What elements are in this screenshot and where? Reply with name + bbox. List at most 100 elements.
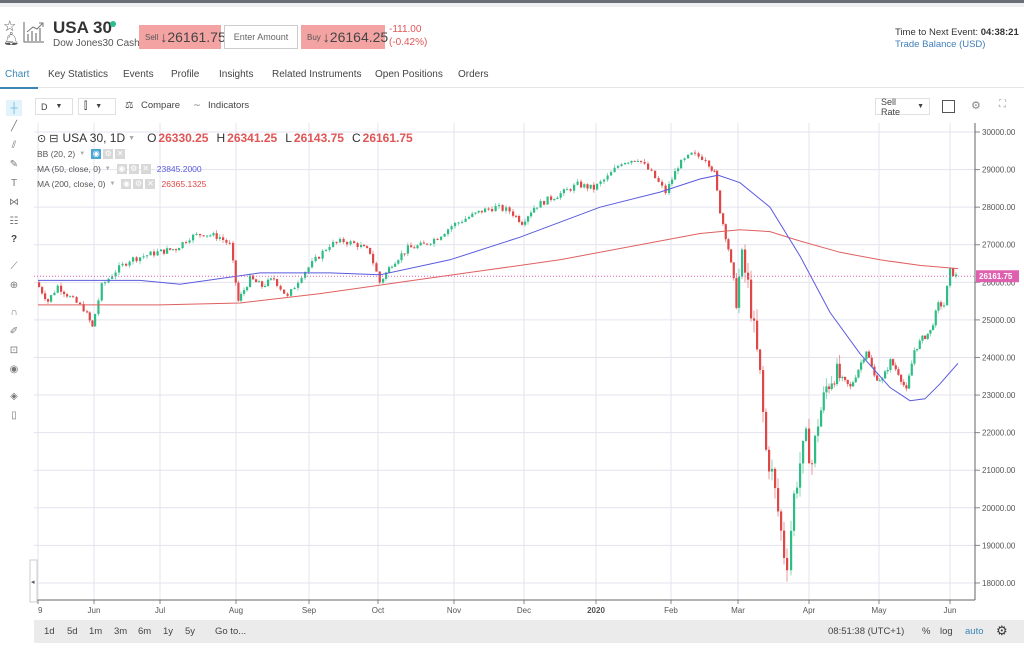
gear-icon[interactable]: ⚙ — [971, 100, 981, 112]
tab-events[interactable]: Events — [123, 69, 154, 80]
gear-icon[interactable]: ⚙ — [133, 178, 144, 189]
range-1m[interactable]: 1m — [89, 626, 103, 637]
screenshot-icon[interactable] — [942, 100, 955, 113]
gear-icon[interactable]: ⚙ — [996, 623, 1008, 638]
auto-scale-toggle[interactable]: auto — [965, 626, 984, 637]
text-icon[interactable]: T — [10, 177, 18, 189]
legend-main: ⊙ ⊟ USA 30, 1D ▼ O 26330.25 H 26341.25 L 26… — [37, 130, 421, 146]
svg-text:Aug: Aug — [229, 606, 243, 615]
svg-text:Mar: Mar — [731, 606, 745, 615]
tab-chart[interactable]: Chart — [5, 69, 30, 80]
next-event-link[interactable]: Trade Balance (USD) — [895, 39, 986, 50]
zoom-in-icon[interactable]: ⊕ — [9, 279, 19, 291]
fib-lines-icon[interactable]: ⫽ — [11, 139, 17, 151]
svg-text:19000.00: 19000.00 — [982, 541, 1016, 550]
chevron-down-icon: ▼ — [104, 165, 111, 172]
next-event-time: 04:38:21 — [980, 27, 1019, 38]
ruler-icon[interactable]: ⟋ — [10, 260, 18, 272]
tab-orders[interactable]: Orders — [458, 69, 489, 80]
change-percent: (-0.42%) — [389, 37, 428, 48]
range-5d[interactable]: 5d — [67, 626, 78, 637]
active-tab-underline — [0, 87, 38, 89]
svg-text:21000.00: 21000.00 — [982, 466, 1016, 475]
svg-text:Dec: Dec — [517, 606, 531, 615]
svg-text:Sep: Sep — [302, 606, 317, 615]
magnet-icon[interactable]: ∩ — [10, 306, 18, 318]
pattern-icon[interactable]: ⋈ — [9, 196, 19, 208]
chart-type-select[interactable]: ⫿ ▼ — [78, 98, 116, 115]
svg-text:29000.00: 29000.00 — [982, 166, 1016, 175]
lock-drawings-icon[interactable]: ✐ — [9, 325, 19, 337]
symbol-name: USA 30 — [53, 18, 112, 37]
svg-text:Jul: Jul — [155, 606, 165, 615]
fullscreen-icon[interactable]: ⛶ — [999, 99, 1006, 110]
bell-icon[interactable]: 🔔︎ — [3, 31, 20, 46]
amount-input[interactable]: Enter Amount — [224, 25, 298, 49]
compare-icon[interactable]: ⚖︎ — [125, 100, 134, 111]
tab-open-positions[interactable]: Open Positions — [375, 69, 443, 80]
percent-scale-toggle[interactable]: % — [922, 626, 931, 637]
star-icon[interactable]: ☆ — [3, 18, 17, 35]
svg-text:Jun: Jun — [944, 606, 957, 615]
ma200-label[interactable]: MA (200, close, 0) — [37, 178, 106, 189]
eye-icon[interactable]: ◉ — [9, 363, 19, 375]
svg-text:20000.00: 20000.00 — [982, 504, 1016, 513]
ma50-label[interactable]: MA (50, close, 0) — [37, 163, 101, 174]
chart-trend-icon[interactable] — [23, 20, 45, 44]
eye-icon[interactable]: ◉ — [91, 148, 102, 159]
svg-text:30000.00: 30000.00 — [982, 128, 1016, 137]
close-value: 26161.75 — [362, 131, 413, 145]
trend-line-icon[interactable]: ╱ — [10, 120, 18, 132]
tab-related-instruments[interactable]: Related Instruments — [272, 69, 362, 80]
low-label: L — [285, 131, 292, 145]
low-value: 26143.75 — [293, 131, 344, 145]
brush-icon[interactable]: ✎ — [9, 158, 19, 170]
collapse-icon[interactable]: ⊙ — [37, 132, 47, 145]
tab-profile[interactable]: Profile — [171, 69, 200, 80]
svg-text:Nov: Nov — [447, 606, 461, 615]
series-toggle-icon[interactable]: ⊟ — [49, 132, 59, 145]
layers-icon[interactable]: ◈ — [10, 390, 18, 402]
symbol-description: Dow Jones30 Cash — [53, 38, 140, 49]
legend-ma200: MA (200, close, 0) ▼ ◉ ⚙ ✕ 26365.1325 — [37, 176, 421, 191]
indicators-icon[interactable]: ∼ — [193, 100, 201, 111]
indicators-button[interactable]: Indicators — [208, 100, 250, 111]
interval-select[interactable]: D ▼ — [35, 98, 73, 115]
svg-text:22000.00: 22000.00 — [982, 429, 1016, 438]
range-3m[interactable]: 3m — [114, 626, 128, 637]
range-1y[interactable]: 1y — [163, 626, 174, 637]
compare-button[interactable]: Compare — [141, 100, 181, 111]
price-chart[interactable]: 30000.00 29000.00 28000.00 27000.00 26000.00… — [0, 0, 1024, 620]
next-event-label: Time to Next Event: — [895, 27, 979, 38]
chevron-down-icon: ▼ — [128, 134, 136, 142]
prediction-icon[interactable]: ☷ — [9, 215, 19, 227]
tab-key-statistics[interactable]: Key Statistics — [48, 69, 109, 80]
close-icon[interactable]: ✕ — [140, 163, 151, 174]
log-scale-toggle[interactable]: log — [940, 626, 953, 637]
price-source-select[interactable]: Sell Rate ▼ — [875, 97, 930, 117]
goto-button[interactable]: Go to... — [215, 626, 247, 637]
svg-text:28000.00: 28000.00 — [982, 203, 1016, 212]
range-6m[interactable]: 6m — [138, 626, 152, 637]
close-icon[interactable]: ✕ — [115, 148, 126, 159]
buy-arrow-icon: ↓ — [322, 29, 330, 45]
tab-insights[interactable]: Insights — [219, 69, 254, 80]
crosshair-icon[interactable]: ┼ — [6, 100, 22, 116]
eye-icon[interactable]: ◉ — [121, 178, 132, 189]
range-1d[interactable]: 1d — [44, 626, 55, 637]
candles-icon: ⫿ — [84, 101, 88, 112]
unlock-icon[interactable]: ⊡ — [9, 344, 19, 356]
close-icon[interactable]: ✕ — [145, 178, 156, 189]
help-icon[interactable]: ? — [10, 233, 18, 245]
bb-label[interactable]: BB (20, 2) — [37, 148, 76, 159]
open-label: O — [147, 131, 157, 145]
buy-button[interactable]: Buy ↓ 26164.25 — [301, 25, 388, 49]
trash-icon[interactable]: ▯ — [11, 409, 17, 421]
eye-icon[interactable]: ◉ — [116, 163, 127, 174]
sell-button[interactable]: Sell ↓ 26161.75 — [139, 25, 226, 49]
chevron-down-icon: ▼ — [109, 180, 116, 187]
gear-icon[interactable]: ⚙ — [128, 163, 139, 174]
legend-title[interactable]: USA 30, 1D — [62, 131, 126, 145]
range-5y[interactable]: 5y — [185, 626, 196, 637]
gear-icon[interactable]: ⚙ — [103, 148, 114, 159]
